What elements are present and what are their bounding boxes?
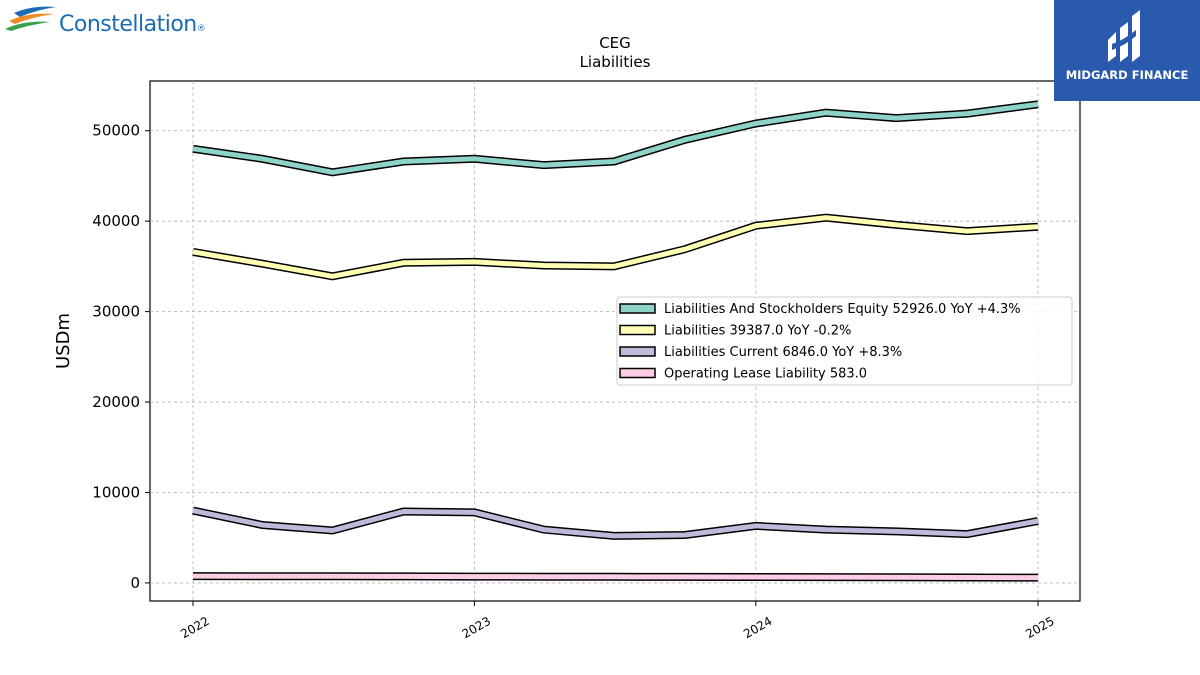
plot-area-frame — [149, 80, 1081, 602]
legend-swatch — [619, 303, 656, 314]
logo-wordmark: Constellation — [59, 12, 197, 37]
legend-swatch — [619, 324, 656, 336]
series-fill — [192, 215, 1039, 279]
legend-label: Liabilities Current 6846.0 YoY +8.3% — [664, 345, 902, 360]
constellation-logo — [5, 6, 56, 31]
legend-label: Operating Lease Liability 583.0 — [664, 367, 867, 382]
series-line-3 — [192, 572, 1039, 582]
series-line-0 — [192, 100, 1039, 177]
legend-swatch — [619, 367, 656, 379]
logo-swoosh-blue — [14, 6, 56, 17]
series-group — [192, 100, 1039, 582]
constellation-logo-text: Constellation® — [59, 12, 206, 37]
logo-registered-mark: ® — [196, 24, 206, 34]
x-tick-label: 2023 — [460, 614, 493, 641]
chart-subtitle: Liabilities — [580, 53, 651, 71]
series-fill — [192, 508, 1039, 539]
y-tick-label: 0 — [130, 574, 140, 592]
x-tick-label: 2025 — [1023, 614, 1056, 641]
y-tick-label: 20000 — [92, 393, 140, 411]
legend-swatch — [619, 346, 656, 357]
legend: Liabilities And Stockholders Equity 5292… — [616, 296, 1073, 386]
logo-swoosh-green — [5, 21, 50, 31]
series-line-2 — [192, 506, 1039, 540]
legend-box — [616, 296, 1073, 386]
legend-label: Liabilities And Stockholders Equity 5292… — [664, 302, 1021, 317]
midgard-emblem-icon — [1108, 10, 1140, 62]
y-tick-label: 10000 — [92, 483, 140, 501]
series-fill — [192, 573, 1039, 581]
y-tick-label: 40000 — [92, 212, 140, 230]
x-tick-label: 2022 — [178, 614, 211, 641]
y-axis-label: USDm — [53, 313, 74, 369]
logo-swoosh-orange — [9, 13, 54, 24]
series-line-1 — [192, 213, 1039, 281]
y-tick-label: 50000 — [92, 122, 140, 140]
series-fill — [192, 101, 1039, 175]
chart-title: CEG — [599, 34, 631, 52]
x-tick-label: 2024 — [741, 614, 774, 641]
midgard-finance-text: MIDGARD FINANCE — [1065, 68, 1189, 82]
legend-label: Liabilities 39387.0 YoY -0.2% — [664, 324, 851, 339]
midgard-finance-logo: MIDGARD FINANCE — [1054, 0, 1200, 101]
x-axis-ticks: 2022 2023 2024 2025 — [178, 601, 1057, 641]
y-tick-label: 30000 — [92, 303, 140, 321]
y-axis-ticks: 0 10000 20000 30000 40000 50000 — [92, 122, 150, 592]
